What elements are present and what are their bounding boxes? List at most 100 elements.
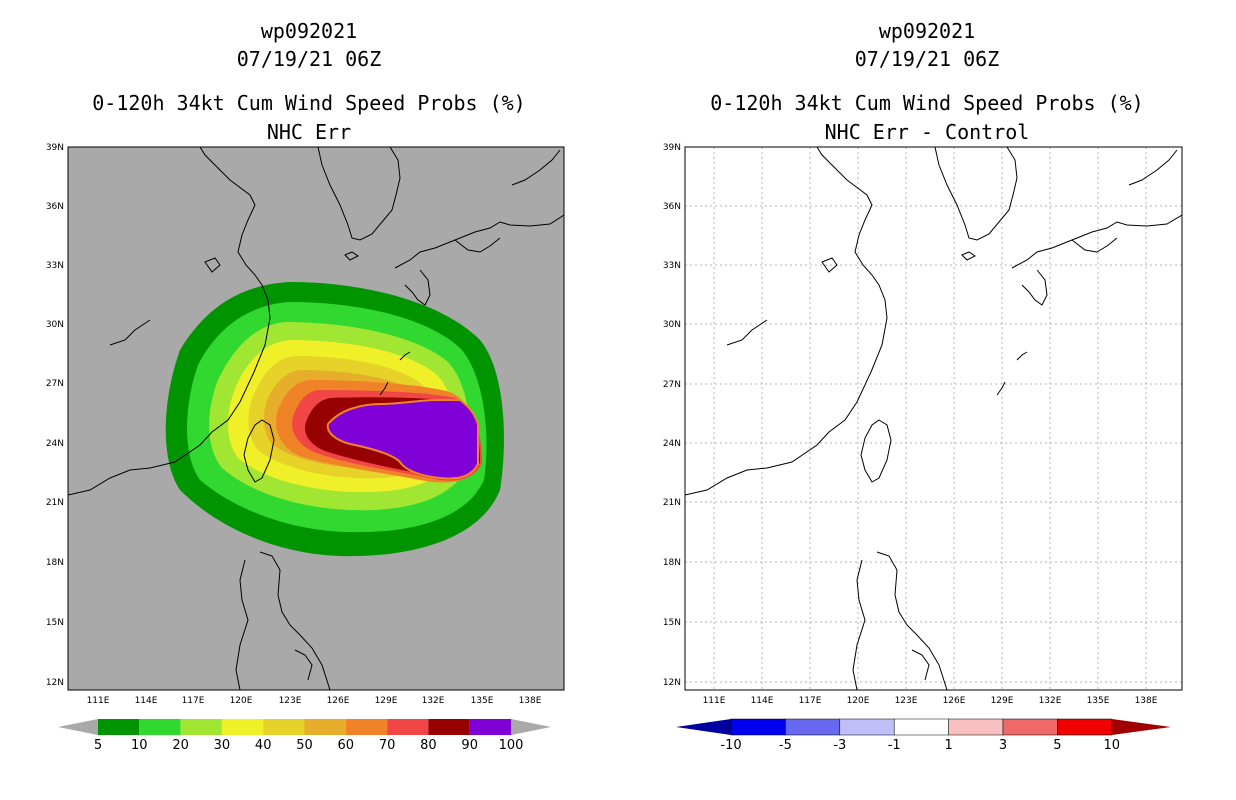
colorbar-label: 10 [131, 738, 148, 753]
lon-label: 114E [135, 696, 158, 706]
colorbar-label: 1 [944, 738, 952, 753]
lon-label: 138E [519, 696, 542, 706]
map-background [685, 147, 1182, 690]
lat-label: 39N [663, 143, 681, 153]
chart-subtitle: NHC Err - Control [824, 120, 1030, 144]
lon-label: 138E [1135, 696, 1158, 706]
colorbar-swatch [387, 719, 429, 735]
probability-map: 39N 36N 33N 30N 27N 24N 21N 18N 15N 12N … [46, 143, 565, 753]
lon-label: 120E [847, 696, 870, 706]
colorbar-low-arrow [58, 719, 98, 735]
colorbar-swatch [839, 718, 895, 736]
probability-contours [165, 282, 504, 557]
storm-id: wp092021 [260, 19, 358, 43]
chart-title: 0-120h 34kt Cum Wind Speed Probs (%) [92, 91, 526, 115]
colorbar-low-arrow [676, 719, 731, 735]
lat-label: 36N [663, 202, 681, 212]
lat-label: 18N [46, 558, 64, 568]
lon-label: 111E [87, 696, 110, 706]
colorbar-label: 5 [94, 738, 102, 753]
lon-label: 126E [327, 696, 350, 706]
lat-label: 12N [46, 678, 64, 688]
lat-label: 33N [663, 261, 681, 271]
datetime: 07/19/21 06Z [236, 47, 382, 71]
lat-label: 21N [663, 498, 681, 508]
lat-label: 27N [663, 380, 681, 390]
lon-label: 132E [1039, 696, 1062, 706]
lat-label: 24N [46, 439, 64, 449]
lat-label: 18N [663, 558, 681, 568]
right-panel: wp092021 07/19/21 06Z 0-120h 34kt Cum Wi… [618, 0, 1236, 800]
colorbar-label: 80 [420, 738, 437, 753]
colorbar-swatch [221, 719, 264, 735]
lon-axis: 111E 114E 117E 120E 123E 126E 129E 132E … [703, 696, 1158, 706]
lon-label: 126E [943, 696, 966, 706]
colorbar: -10 -5 -3 -1 1 3 5 10 [676, 718, 1171, 753]
lon-label: 135E [1087, 696, 1110, 706]
lon-label: 111E [703, 696, 726, 706]
map-frame [684, 146, 1183, 691]
lat-label: 36N [46, 202, 64, 212]
lat-label: 15N [663, 618, 681, 628]
colorbar-label: 10 [1104, 738, 1121, 753]
colorbar-swatch [1002, 718, 1058, 736]
colorbar-swatch [469, 719, 511, 735]
colorbar-label: 5 [1053, 738, 1061, 753]
coastlines [685, 147, 1182, 690]
colorbar-swatch [428, 719, 470, 735]
lon-label: 117E [799, 696, 822, 706]
left-panel: wp092021 07/19/21 06Z 0-120h 34kt Cum Wi… [46, 19, 565, 753]
lat-label: 21N [46, 498, 64, 508]
colorbar-label: 30 [214, 738, 231, 753]
lon-label: 117E [182, 696, 205, 706]
colorbar-swatch [263, 719, 305, 735]
lon-label: 129E [991, 696, 1014, 706]
lat-label: 30N [46, 320, 64, 330]
storm-id: wp092021 [878, 19, 976, 43]
difference-map: 39N 36N 33N 30N 27N 24N 21N 18N 15N 12N … [663, 143, 1183, 753]
colorbar-high-arrow [511, 719, 551, 735]
colorbar-label: -5 [779, 738, 792, 753]
colorbar-swatch [180, 719, 222, 735]
chart-title: 0-120h 34kt Cum Wind Speed Probs (%) [710, 91, 1144, 115]
colorbar-swatch [139, 719, 181, 735]
colorbar-swatch [893, 718, 949, 736]
colorbar-label: -3 [833, 738, 846, 753]
lon-label: 123E [895, 696, 918, 706]
colorbar-label: 60 [338, 738, 355, 753]
lon-label: 123E [279, 696, 302, 706]
lat-label: 12N [663, 678, 681, 688]
lat-label: 15N [46, 618, 64, 628]
colorbar-high-arrow [1111, 719, 1171, 735]
lat-label: 24N [663, 439, 681, 449]
lon-axis: 111E 114E 117E 120E 123E 126E 129E 132E … [87, 696, 542, 706]
lat-label: 39N [46, 143, 64, 153]
lat-label: 30N [663, 320, 681, 330]
colorbar-label: 90 [461, 738, 478, 753]
map-frame [67, 146, 565, 691]
coastlines [68, 147, 564, 690]
datetime: 07/19/21 06Z [854, 47, 1000, 71]
colorbar-swatch [730, 718, 786, 736]
colorbar-label: -1 [888, 738, 901, 753]
colorbar-label: 3 [999, 738, 1007, 753]
colorbar-swatch [1057, 718, 1113, 736]
lon-label: 135E [471, 696, 494, 706]
colorbar: 5 10 20 30 40 50 60 70 80 90 100 [58, 719, 551, 753]
lat-axis: 39N 36N 33N 30N 27N 24N 21N 18N 15N 12N [46, 143, 64, 688]
lat-label: 27N [46, 379, 64, 389]
colorbar-label: 40 [255, 738, 272, 753]
colorbar-label: 100 [499, 738, 524, 753]
lat-label: 33N [46, 261, 64, 271]
colorbar-swatch [948, 718, 1004, 736]
prob-90 [326, 399, 479, 480]
colorbar-swatch [345, 719, 388, 735]
colorbar-swatch [304, 719, 346, 735]
colorbar-swatch [98, 719, 140, 735]
lon-label: 132E [422, 696, 445, 706]
lon-label: 129E [375, 696, 398, 706]
lon-label: 120E [230, 696, 253, 706]
colorbar-swatch [785, 718, 841, 736]
lat-axis: 39N 36N 33N 30N 27N 24N 21N 18N 15N 12N [663, 143, 681, 688]
colorbar-label: 20 [172, 738, 189, 753]
